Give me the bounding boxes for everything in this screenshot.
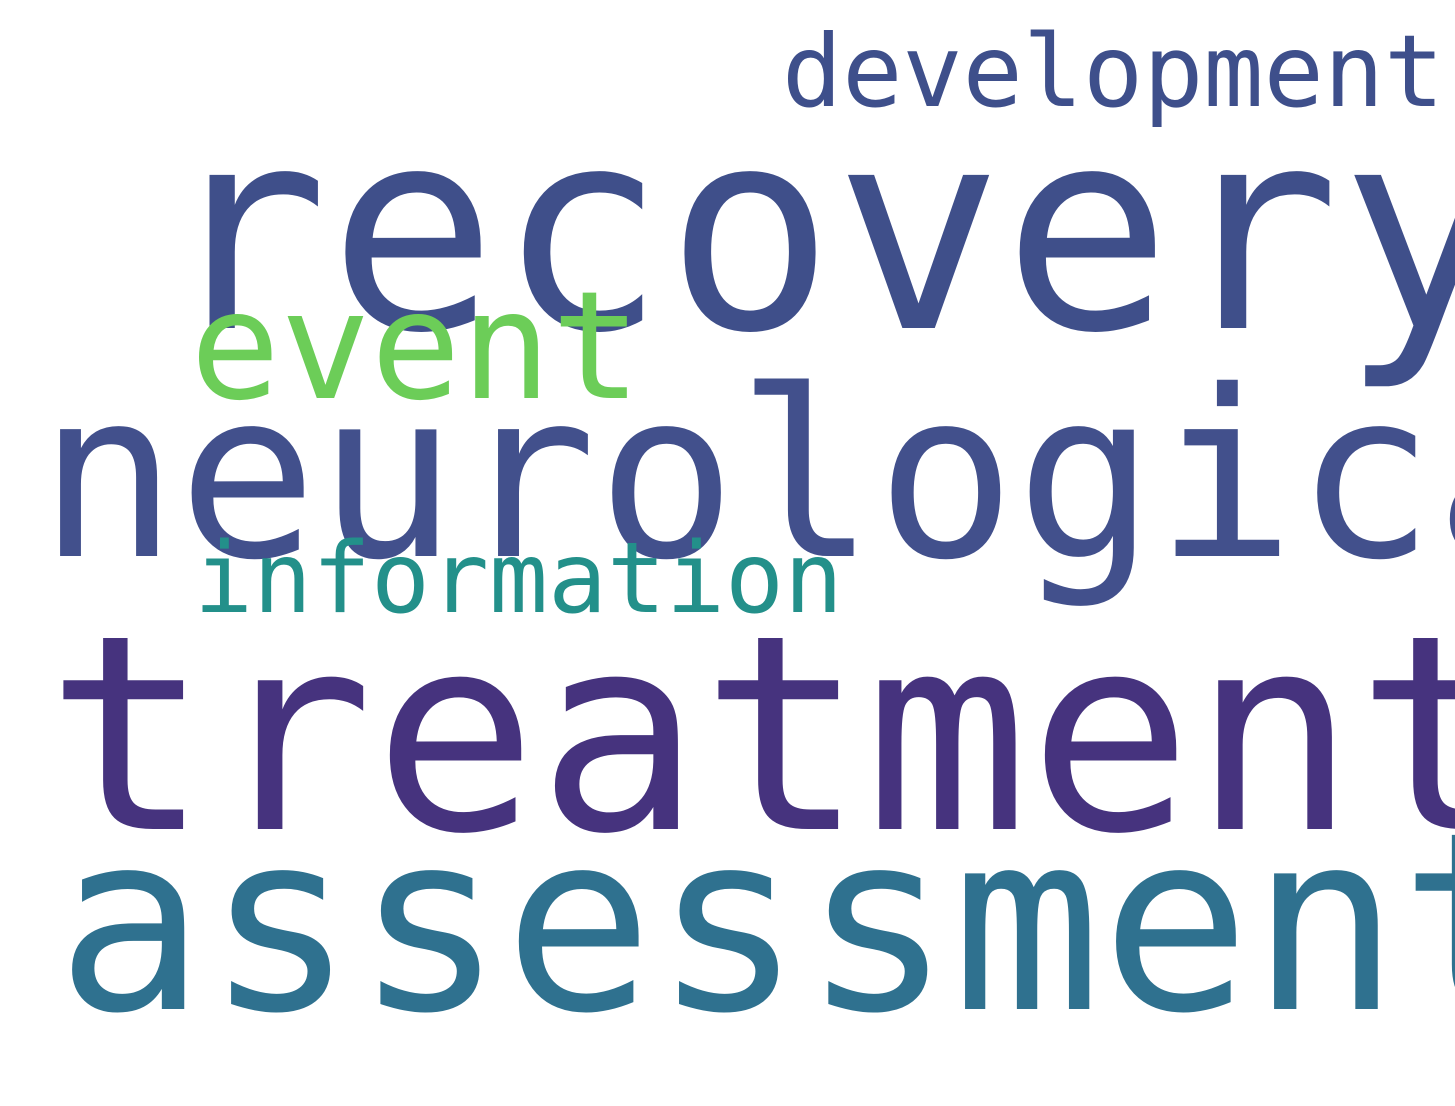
word-recovery: recovery xyxy=(160,69,1455,395)
word-information: information xyxy=(194,522,844,636)
word-assessment: assessment xyxy=(56,780,1455,1068)
word-treatment: treatment xyxy=(46,578,1455,894)
word-neurological: neurological xyxy=(38,341,1455,611)
word-development: development xyxy=(782,13,1445,130)
word-event: event xyxy=(190,260,642,434)
